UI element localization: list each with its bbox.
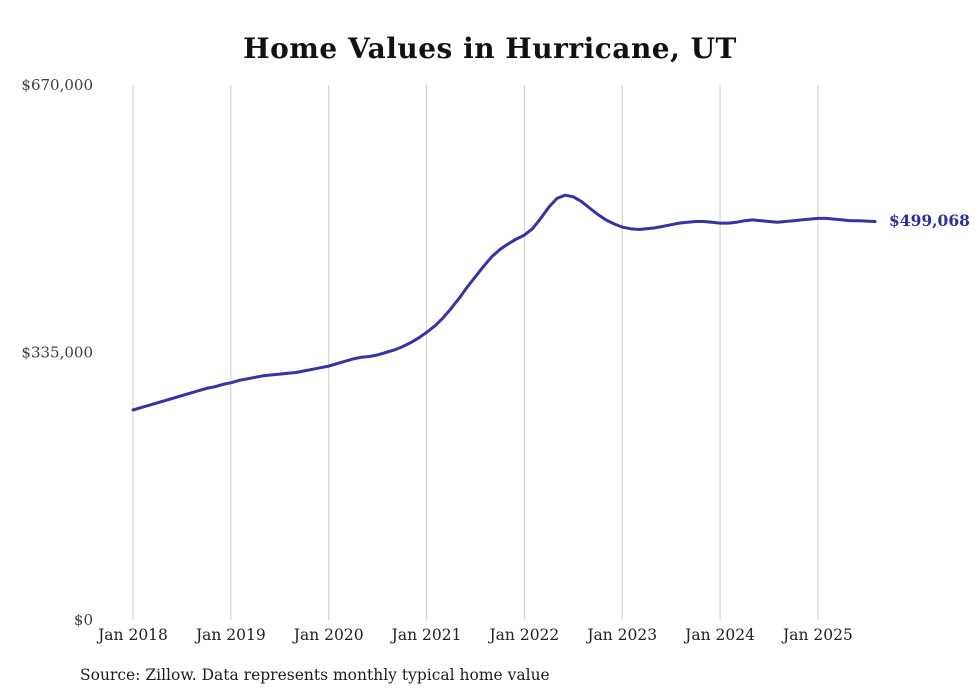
end-value-label: $499,068 <box>889 211 970 231</box>
source-note: Source: Zillow. Data represents monthly … <box>80 666 550 684</box>
y-tick-label: $0 <box>74 611 93 629</box>
x-tick-label: Jan 2018 <box>96 626 168 644</box>
x-tick-label: Jan 2020 <box>292 626 364 644</box>
value-line <box>131 193 877 412</box>
x-tick-label: Jan 2021 <box>390 626 462 644</box>
x-tick-label: Jan 2019 <box>194 626 266 644</box>
x-tick-label: Jan 2023 <box>585 626 657 644</box>
chart-title: Home Values in Hurricane, UT <box>243 32 737 65</box>
y-tick-label: $335,000 <box>21 344 93 362</box>
y-tick-label: $670,000 <box>21 76 93 94</box>
x-tick-label: Jan 2025 <box>781 626 853 644</box>
x-tick-label: Jan 2024 <box>683 626 755 644</box>
x-tick-label: Jan 2022 <box>487 626 559 644</box>
